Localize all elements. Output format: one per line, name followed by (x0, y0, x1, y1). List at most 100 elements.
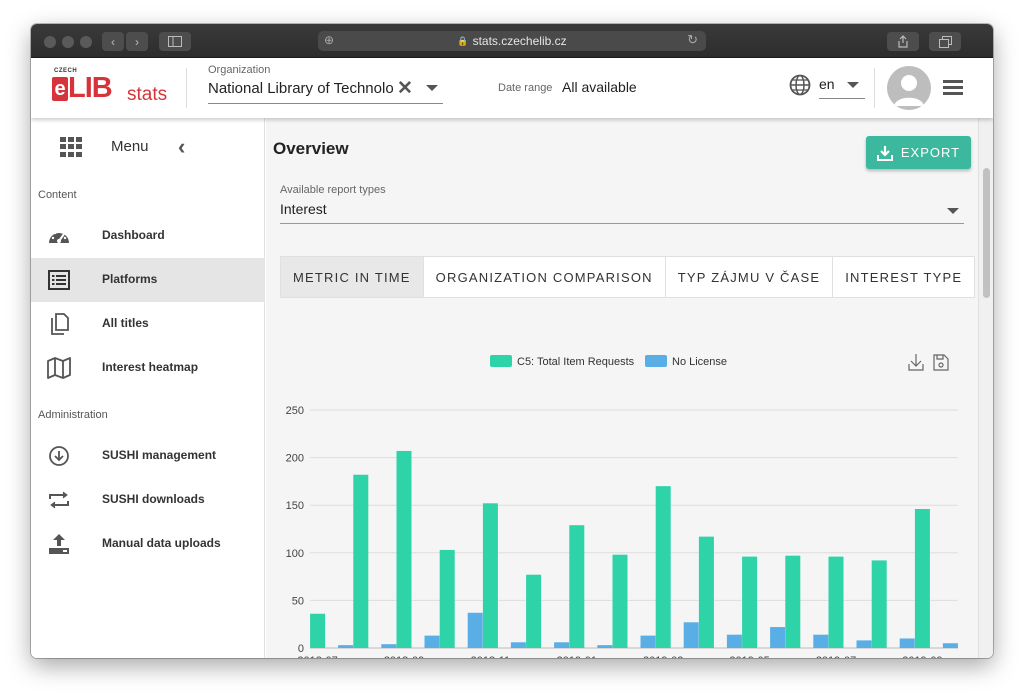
sidebar-icon (168, 36, 182, 47)
share-icon (898, 35, 908, 48)
forward-button[interactable]: › (126, 32, 148, 51)
zoom-window-button[interactable] (80, 36, 92, 48)
page-scrollbar[interactable] (978, 118, 993, 658)
address-bar[interactable]: ⊕ 🔒 stats.czechelib.cz ↻ (318, 31, 706, 51)
copy-icon (51, 313, 69, 335)
dashboard-icon (49, 229, 69, 243)
language-dropdown-icon[interactable] (847, 82, 859, 88)
url-text: stats.czechelib.cz (472, 34, 567, 48)
bar-no-license (813, 634, 829, 648)
upload-icon (49, 534, 69, 554)
chevron-left-icon: ‹ (111, 34, 115, 49)
legend-swatch (645, 355, 667, 367)
report-type-dropdown-icon[interactable] (947, 208, 959, 214)
page-title: Overview (273, 139, 349, 158)
organization-select[interactable]: National Library of Technolo (208, 80, 393, 97)
bar-no-license (856, 640, 872, 648)
bar-no-license (467, 612, 483, 648)
header-divider (186, 68, 187, 108)
language-select[interactable]: en (819, 76, 835, 92)
bar-no-license (726, 634, 742, 648)
x-tick-label: 2019-05 (729, 655, 769, 658)
tab-typ-zajmu-v-case[interactable]: TYP ZÁJMU V ČASE (666, 257, 834, 297)
sidebar-toggle-button[interactable] (159, 32, 191, 51)
y-tick-label: 200 (286, 453, 304, 465)
download-circle-icon (49, 446, 69, 466)
scrollbar-thumb[interactable] (983, 168, 990, 298)
sidebar-item-interest-heatmap[interactable]: Interest heatmap (31, 346, 265, 390)
bar-no-license (381, 644, 397, 648)
browser-window: ‹ › ⊕ 🔒 stats.czechelib.cz ↻ CZECH e LIB… (31, 24, 993, 658)
bar-no-license (683, 622, 699, 648)
map-icon (47, 357, 71, 379)
lock-icon: 🔒 (457, 35, 469, 46)
bar-total-item-requests (612, 554, 628, 648)
tabs-button[interactable] (929, 32, 961, 51)
bar-no-license (942, 643, 958, 648)
share-button[interactable] (887, 32, 919, 51)
bar-total-item-requests (482, 503, 498, 648)
bar-total-item-requests (353, 474, 369, 648)
add-tab-icon[interactable]: ⊕ (324, 33, 335, 47)
celus-logo[interactable]: CZECH e LIB stats (52, 68, 168, 105)
tab-metric-in-time[interactable]: METRIC IN TIME (281, 257, 424, 297)
header-divider-right (874, 68, 875, 108)
bar-no-license (640, 635, 656, 648)
date-range-value[interactable]: All available (562, 79, 637, 95)
main-content: Overview EXPORT Available report types I… (266, 118, 978, 658)
user-icon (894, 75, 924, 106)
sidebar-item-platforms[interactable]: Platforms (31, 258, 265, 302)
bar-total-item-requests (439, 549, 455, 648)
minimize-window-button[interactable] (62, 36, 74, 48)
y-tick-label: 0 (298, 643, 304, 655)
bar-no-license (338, 645, 354, 648)
user-avatar[interactable] (887, 66, 931, 110)
chevron-right-icon: › (135, 34, 139, 49)
reload-icon[interactable]: ↻ (687, 32, 698, 47)
x-tick-label: 2018-11 (471, 655, 511, 658)
bar-total-item-requests (698, 536, 714, 648)
y-tick-label: 50 (292, 595, 304, 607)
sidebar-item-sushi-downloads[interactable]: SUSHI downloads (31, 478, 265, 522)
chart-tabs: METRIC IN TIME ORGANIZATION COMPARISON T… (280, 256, 976, 298)
sidebar-item-dashboard[interactable]: Dashboard (31, 214, 265, 258)
clear-organization-icon[interactable]: ✕ (397, 78, 413, 99)
x-tick-label: 2019-03 (643, 655, 683, 658)
bar-total-item-requests (526, 574, 542, 648)
sidebar-item-manual-data-uploads[interactable]: Manual data uploads (31, 522, 265, 566)
tab-interest-type[interactable]: INTEREST TYPE (845, 269, 963, 285)
x-tick-label: 2019-09 (902, 655, 942, 658)
x-tick-label: 2018-09 (384, 655, 424, 658)
x-tick-label: 2019-01 (557, 655, 597, 658)
x-tick-label: 2018-07 (297, 655, 337, 658)
chart-download-icon[interactable] (908, 354, 924, 371)
bar-total-item-requests (569, 525, 585, 648)
apps-grid-icon[interactable] (60, 137, 82, 157)
sidebar-item-all-titles[interactable]: All titles (31, 302, 265, 346)
globe-icon (789, 74, 811, 96)
chart-area: 0 50 100 150 200 250 2018-07 2018-09 2018-11 2019… (280, 314, 970, 658)
close-window-button[interactable] (44, 36, 56, 48)
sidebar: Menu ‹ Content Dashboard Platforms (31, 118, 265, 658)
legend-label: C5: Total Item Requests (517, 356, 635, 368)
export-button[interactable]: EXPORT (866, 136, 971, 169)
bar-total-item-requests (785, 555, 801, 648)
tab-organization-comparison[interactable]: ORGANIZATION COMPARISON (424, 257, 666, 297)
bar-no-license (770, 627, 786, 648)
y-tick-label: 100 (286, 548, 304, 560)
back-button[interactable]: ‹ (102, 32, 124, 51)
x-tick-label: 2019-07 (816, 655, 856, 658)
bar-total-item-requests (742, 556, 758, 648)
repeat-icon (49, 491, 69, 509)
section-label-administration: Administration (38, 409, 108, 421)
legend-label: No License (672, 356, 727, 368)
chart-save-image-icon[interactable] (933, 354, 949, 371)
y-tick-label: 150 (286, 500, 304, 512)
hamburger-menu-icon[interactable] (943, 80, 963, 96)
report-type-select[interactable]: Interest (280, 201, 327, 217)
organization-dropdown-icon[interactable] (426, 85, 438, 91)
collapse-menu-icon[interactable]: ‹ (178, 134, 186, 159)
bar-total-item-requests (871, 560, 887, 648)
report-type-underline (280, 223, 964, 224)
sidebar-item-sushi-management[interactable]: SUSHI management (31, 434, 265, 478)
